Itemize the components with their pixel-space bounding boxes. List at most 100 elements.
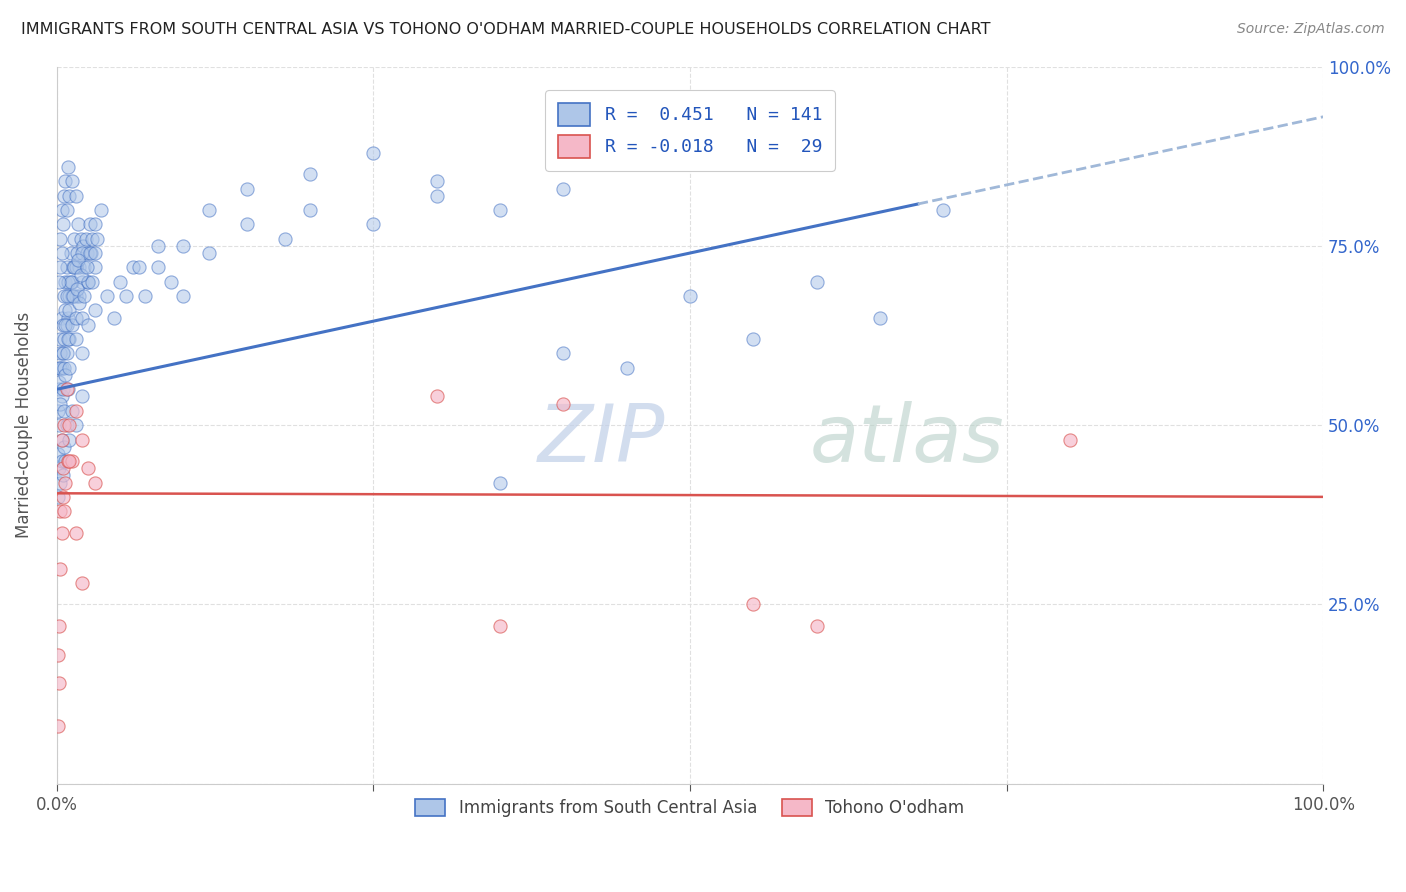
Point	[55, 418, 77, 433]
Point	[51, 433, 73, 447]
Point	[55, 346, 77, 360]
Point	[159, 275, 181, 289]
Point	[806, 275, 828, 289]
Point	[56, 454, 79, 468]
Point	[63, 232, 86, 246]
Text: atlas: atlas	[810, 401, 1005, 478]
Point	[58, 433, 80, 447]
Point	[553, 397, 575, 411]
Point	[46, 490, 69, 504]
Point	[172, 239, 194, 253]
Point	[55, 318, 77, 332]
Point	[49, 232, 72, 246]
Point	[58, 303, 80, 318]
Point	[55, 382, 77, 396]
Point	[77, 275, 100, 289]
Point	[60, 318, 83, 332]
Point	[51, 433, 73, 447]
Point	[65, 404, 87, 418]
Point	[90, 202, 112, 217]
Point	[67, 289, 90, 303]
Point	[298, 167, 321, 181]
Point	[56, 275, 79, 289]
Point	[742, 332, 765, 346]
Point	[52, 346, 75, 360]
Point	[51, 310, 73, 325]
Point	[48, 375, 70, 389]
Point	[273, 232, 295, 246]
Point	[55, 289, 77, 303]
Point	[806, 619, 828, 633]
Point	[60, 404, 83, 418]
Point	[56, 332, 79, 346]
Point	[56, 160, 79, 174]
Point	[70, 346, 93, 360]
Point	[53, 418, 76, 433]
Point	[52, 218, 75, 232]
Point	[58, 188, 80, 202]
Point	[62, 289, 84, 303]
Point	[53, 360, 76, 375]
Point	[75, 232, 97, 246]
Point	[48, 676, 70, 690]
Point	[426, 188, 449, 202]
Point	[60, 174, 83, 188]
Point	[46, 447, 69, 461]
Point	[52, 318, 75, 332]
Point	[361, 218, 384, 232]
Point	[49, 561, 72, 575]
Point	[60, 289, 83, 303]
Point	[60, 454, 83, 468]
Point	[55, 174, 77, 188]
Point	[80, 232, 103, 246]
Point	[65, 289, 87, 303]
Point	[55, 260, 77, 275]
Point	[49, 475, 72, 490]
Point	[52, 490, 75, 504]
Point	[426, 389, 449, 403]
Point	[235, 218, 257, 232]
Point	[46, 719, 69, 733]
Point	[115, 289, 138, 303]
Point	[79, 218, 101, 232]
Point	[86, 232, 108, 246]
Point	[96, 289, 118, 303]
Point	[53, 188, 76, 202]
Point	[60, 275, 83, 289]
Point	[49, 332, 72, 346]
Point	[298, 202, 321, 217]
Point	[52, 468, 75, 483]
Point	[48, 418, 70, 433]
Point	[48, 275, 70, 289]
Point	[49, 346, 72, 360]
Point	[65, 260, 87, 275]
Point	[128, 260, 150, 275]
Point	[46, 404, 69, 418]
Point	[70, 576, 93, 591]
Point	[70, 433, 93, 447]
Point	[67, 260, 90, 275]
Point	[59, 275, 82, 289]
Point	[76, 260, 98, 275]
Point	[67, 296, 90, 310]
Point	[69, 232, 91, 246]
Point	[58, 454, 80, 468]
Point	[134, 289, 156, 303]
Point	[197, 246, 219, 260]
Point	[49, 260, 72, 275]
Point	[48, 360, 70, 375]
Point	[77, 461, 100, 475]
Point	[72, 239, 94, 253]
Point	[55, 475, 77, 490]
Point	[73, 289, 96, 303]
Point	[52, 461, 75, 475]
Point	[55, 202, 77, 217]
Point	[53, 440, 76, 454]
Point	[52, 382, 75, 396]
Point	[48, 382, 70, 396]
Point	[80, 275, 103, 289]
Point	[53, 504, 76, 518]
Point	[932, 202, 955, 217]
Point	[52, 346, 75, 360]
Text: IMMIGRANTS FROM SOUTH CENTRAL ASIA VS TOHONO O'ODHAM MARRIED-COUPLE HOUSEHOLDS C: IMMIGRANTS FROM SOUTH CENTRAL ASIA VS TO…	[21, 22, 991, 37]
